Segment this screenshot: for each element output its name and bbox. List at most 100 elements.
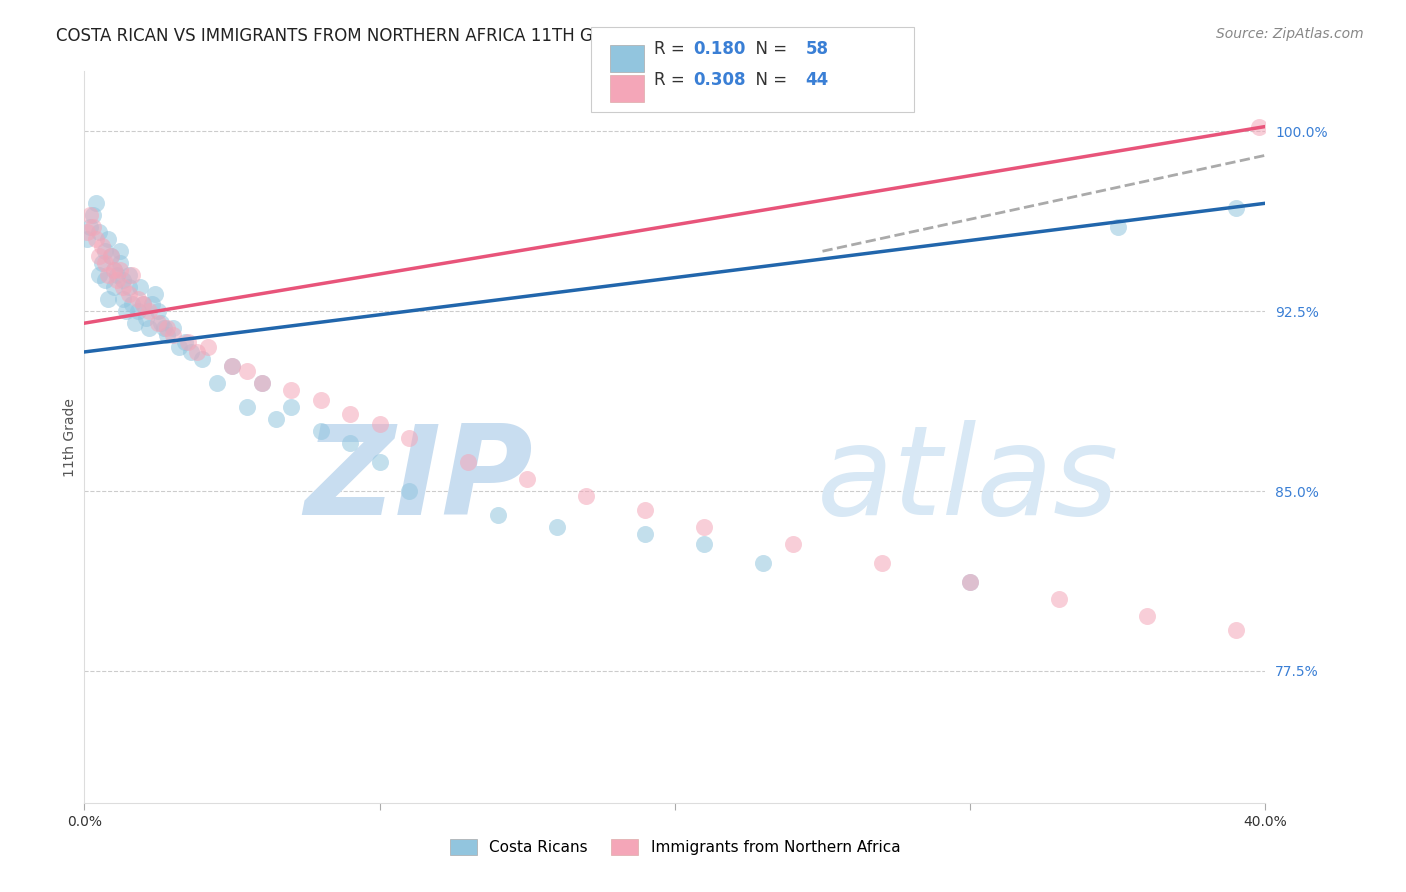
Point: [1107, 220, 1129, 235]
Point: [191, 352, 214, 367]
Text: atlas: atlas: [817, 420, 1119, 541]
Point: [118, 280, 141, 294]
Text: COSTA RICAN VS IMMIGRANTS FROM NORTHERN AFRICA 11TH GRADE CORRELATION CHART: COSTA RICAN VS IMMIGRANTS FROM NORTHERN …: [56, 27, 824, 45]
Point: [634, 527, 657, 541]
Point: [180, 345, 202, 359]
Text: Source: ZipAtlas.com: Source: ZipAtlas.com: [1216, 27, 1364, 41]
Point: [87, 225, 111, 239]
Point: [156, 321, 179, 335]
Point: [398, 431, 420, 445]
Point: [103, 263, 125, 277]
Point: [91, 239, 114, 253]
Point: [1225, 623, 1247, 637]
Point: [100, 249, 122, 263]
Point: [143, 287, 166, 301]
Point: [121, 268, 143, 283]
Point: [486, 508, 509, 522]
Point: [132, 297, 155, 311]
Point: [108, 244, 131, 259]
Point: [127, 292, 149, 306]
Point: [97, 268, 120, 283]
Point: [111, 273, 134, 287]
Point: [94, 273, 117, 287]
Point: [221, 359, 243, 374]
Point: [1136, 608, 1159, 623]
Point: [1047, 591, 1070, 606]
Point: [173, 335, 195, 350]
Point: [309, 392, 332, 407]
Point: [108, 263, 131, 277]
Point: [150, 316, 173, 330]
Point: [103, 280, 125, 294]
Point: [156, 328, 179, 343]
Point: [118, 287, 141, 301]
Point: [368, 417, 391, 431]
Point: [207, 376, 229, 391]
Point: [108, 256, 131, 270]
Point: [97, 292, 120, 306]
Point: [1225, 201, 1247, 215]
Point: [398, 483, 420, 498]
Point: [124, 316, 146, 330]
Point: [76, 232, 98, 246]
Point: [197, 340, 219, 354]
Point: [114, 304, 136, 318]
Point: [111, 292, 134, 306]
Point: [186, 345, 208, 359]
Point: [634, 503, 657, 517]
Point: [153, 321, 176, 335]
Point: [280, 384, 302, 398]
Text: ZIP: ZIP: [305, 420, 533, 541]
Point: [516, 472, 538, 486]
Point: [959, 575, 981, 590]
Text: 58: 58: [806, 40, 828, 58]
Point: [236, 364, 259, 378]
Point: [959, 575, 981, 590]
Point: [82, 208, 104, 222]
Text: 44: 44: [806, 71, 830, 89]
Point: [94, 244, 117, 259]
Point: [91, 256, 114, 270]
Point: [84, 232, 107, 246]
Point: [162, 328, 184, 343]
Point: [129, 280, 152, 294]
Point: [138, 321, 160, 335]
Point: [339, 407, 361, 421]
Point: [752, 556, 775, 570]
Point: [575, 489, 598, 503]
Point: [138, 304, 160, 318]
Text: R =: R =: [654, 40, 690, 58]
Point: [82, 220, 104, 235]
Y-axis label: 11th Grade: 11th Grade: [63, 398, 77, 476]
Point: [94, 256, 117, 270]
Point: [693, 520, 716, 534]
Point: [76, 225, 98, 239]
Point: [339, 436, 361, 450]
Point: [79, 220, 101, 235]
Point: [167, 340, 190, 354]
Point: [250, 376, 273, 391]
Point: [546, 520, 568, 534]
Point: [236, 400, 259, 414]
Legend: Costa Ricans, Immigrants from Northern Africa: Costa Ricans, Immigrants from Northern A…: [443, 833, 907, 861]
Point: [141, 297, 163, 311]
Point: [782, 537, 804, 551]
Text: R =: R =: [654, 71, 690, 89]
Text: N =: N =: [745, 40, 793, 58]
Point: [457, 455, 479, 469]
Point: [177, 335, 200, 350]
Point: [87, 268, 111, 283]
Point: [111, 280, 134, 294]
Point: [121, 297, 143, 311]
Text: 0.308: 0.308: [693, 71, 745, 89]
Point: [127, 304, 149, 318]
Point: [221, 359, 243, 374]
Point: [105, 273, 128, 287]
Point: [100, 249, 122, 263]
Point: [79, 208, 101, 222]
Point: [1249, 120, 1271, 134]
Point: [118, 268, 141, 283]
Text: N =: N =: [745, 71, 793, 89]
Point: [162, 321, 184, 335]
Point: [693, 537, 716, 551]
